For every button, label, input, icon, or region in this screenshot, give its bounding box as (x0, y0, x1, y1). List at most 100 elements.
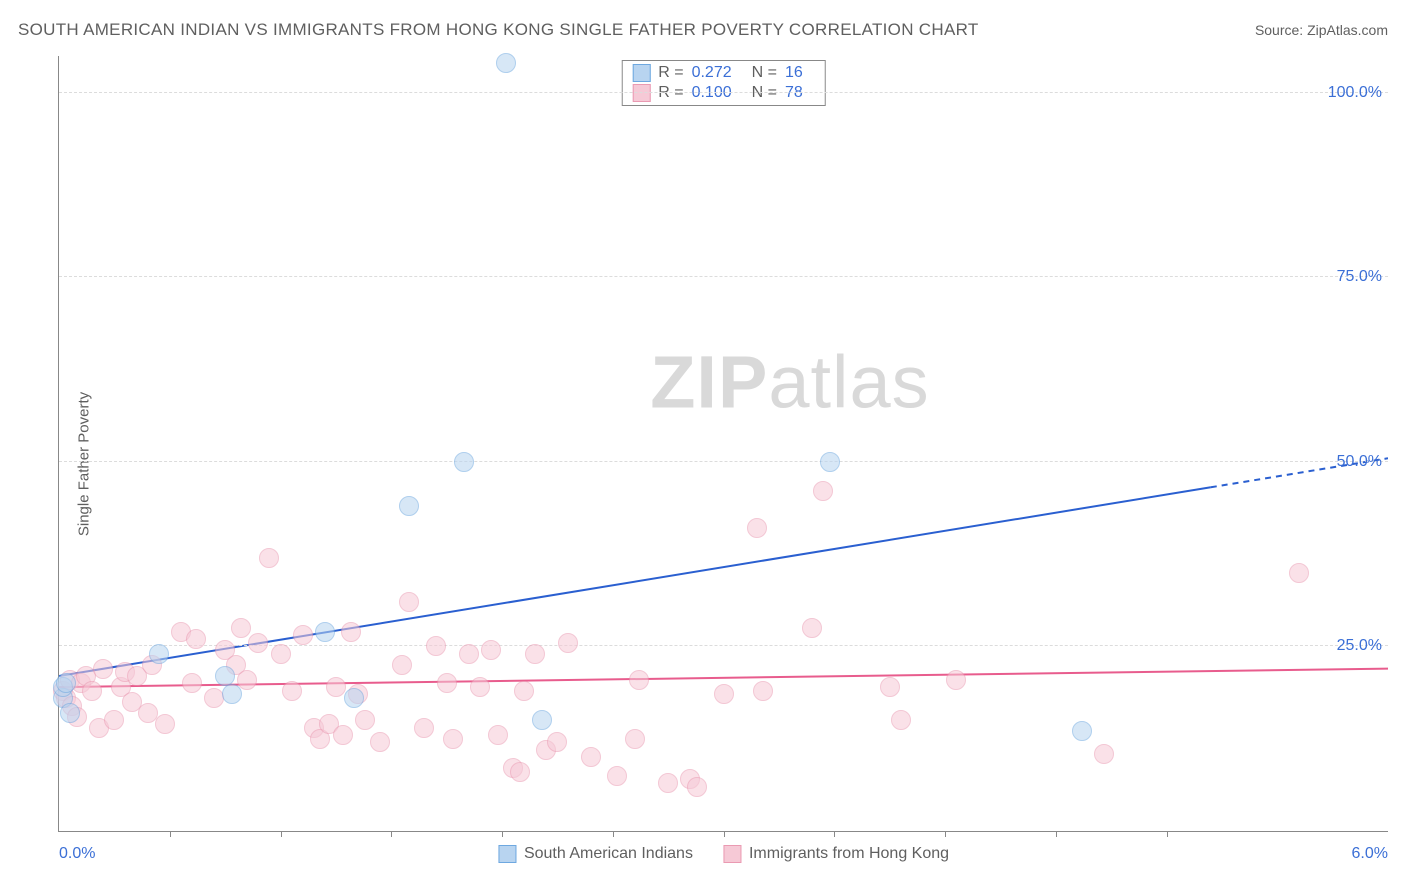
data-point (259, 548, 279, 568)
data-point (658, 773, 678, 793)
data-point (753, 681, 773, 701)
legend-stats: R = 0.272 N = 16 R = 0.100 N = 78 (621, 60, 826, 106)
legend-item-a: South American Indians (498, 845, 693, 863)
x-tick (1056, 831, 1057, 837)
swatch-series-a (632, 64, 650, 82)
data-point (629, 670, 649, 690)
data-point (399, 496, 419, 516)
data-point (454, 452, 474, 472)
source-label: Source: ZipAtlas.com (1255, 22, 1388, 38)
legend-series: South American Indians Immigrants from H… (498, 845, 949, 863)
data-point (271, 644, 291, 664)
x-max-label: 6.0% (1352, 845, 1388, 863)
data-point (470, 677, 490, 697)
x-tick (502, 831, 503, 837)
data-point (510, 762, 530, 782)
gridline (59, 276, 1388, 277)
data-point (182, 673, 202, 693)
data-point (56, 673, 76, 693)
data-point (231, 618, 251, 638)
data-point (341, 622, 361, 642)
data-point (344, 688, 364, 708)
data-point (443, 729, 463, 749)
data-point (282, 681, 302, 701)
x-tick (613, 831, 614, 837)
data-point (138, 703, 158, 723)
data-point (215, 666, 235, 686)
data-point (248, 633, 268, 653)
data-point (155, 714, 175, 734)
data-point (496, 53, 516, 73)
data-point (437, 673, 457, 693)
y-tick-label: 50.0% (1337, 453, 1382, 471)
data-point (532, 710, 552, 730)
data-point (60, 703, 80, 723)
data-point (891, 710, 911, 730)
data-point (293, 625, 313, 645)
data-point (326, 677, 346, 697)
data-point (93, 659, 113, 679)
gridline (59, 461, 1388, 462)
watermark: ZIPatlas (650, 339, 929, 424)
data-point (237, 670, 257, 690)
data-point (186, 629, 206, 649)
data-point (355, 710, 375, 730)
n-value-b: 78 (785, 84, 803, 102)
r-value-a: 0.272 (692, 64, 732, 82)
data-point (392, 655, 412, 675)
chart-title: SOUTH AMERICAN INDIAN VS IMMIGRANTS FROM… (18, 20, 979, 40)
x-tick (170, 831, 171, 837)
n-value-a: 16 (785, 64, 803, 82)
data-point (625, 729, 645, 749)
r-label: R = (658, 64, 683, 82)
data-point (547, 732, 567, 752)
data-point (581, 747, 601, 767)
swatch-series-b (723, 845, 741, 863)
legend-row-series-a: R = 0.272 N = 16 (632, 63, 815, 83)
chart-container: Single Father Poverty ZIPatlas R = 0.272… (18, 56, 1388, 872)
data-point (820, 452, 840, 472)
data-point (1094, 744, 1114, 764)
data-point (370, 732, 390, 752)
x-tick (724, 831, 725, 837)
data-point (104, 710, 124, 730)
data-point (149, 644, 169, 664)
data-point (687, 777, 707, 797)
y-tick-label: 100.0% (1328, 84, 1382, 102)
legend-row-series-b: R = 0.100 N = 78 (632, 83, 815, 103)
data-point (82, 681, 102, 701)
data-point (222, 684, 242, 704)
data-point (333, 725, 353, 745)
r-label: R = (658, 84, 683, 102)
data-point (813, 481, 833, 501)
data-point (1289, 563, 1309, 583)
x-tick (1167, 831, 1168, 837)
y-tick-label: 25.0% (1337, 637, 1382, 655)
gridline (59, 92, 1388, 93)
y-tick-label: 75.0% (1337, 268, 1382, 286)
trend-lines (59, 56, 1388, 831)
swatch-series-b (632, 84, 650, 102)
x-tick (834, 831, 835, 837)
data-point (414, 718, 434, 738)
x-tick (281, 831, 282, 837)
series-a-name: South American Indians (524, 845, 693, 863)
series-b-name: Immigrants from Hong Kong (749, 845, 949, 863)
data-point (714, 684, 734, 704)
data-point (607, 766, 627, 786)
n-label: N = (752, 64, 777, 82)
legend-item-b: Immigrants from Hong Kong (723, 845, 949, 863)
data-point (558, 633, 578, 653)
data-point (1072, 721, 1092, 741)
data-point (946, 670, 966, 690)
x-min-label: 0.0% (59, 845, 95, 863)
data-point (481, 640, 501, 660)
x-tick (945, 831, 946, 837)
data-point (802, 618, 822, 638)
data-point (459, 644, 479, 664)
data-point (426, 636, 446, 656)
swatch-series-a (498, 845, 516, 863)
n-label: N = (752, 84, 777, 102)
data-point (514, 681, 534, 701)
data-point (315, 622, 335, 642)
